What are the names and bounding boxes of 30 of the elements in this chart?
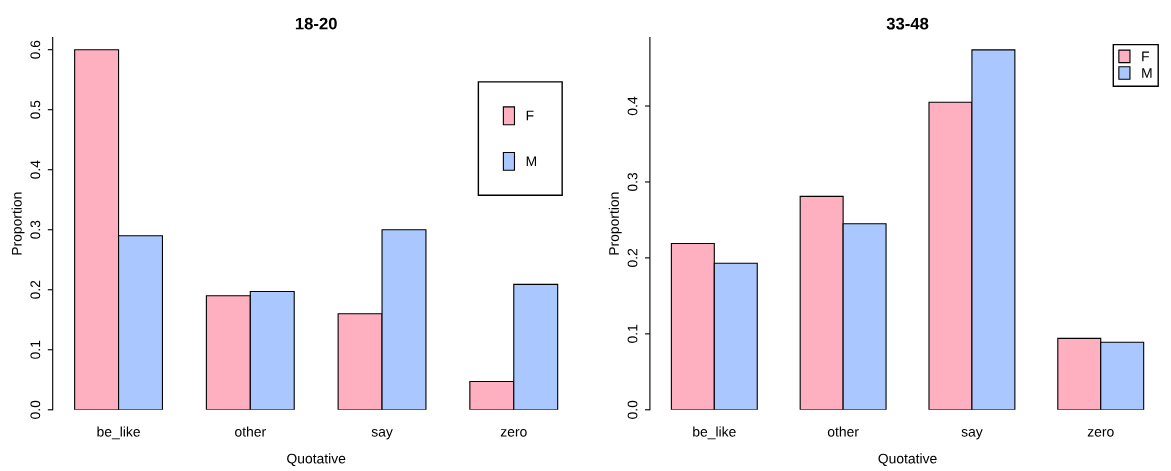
chart-title: 18-20 [295, 17, 337, 30]
x-tick-label: other [235, 426, 266, 437]
y-tick-label: 0.2 [627, 248, 638, 268]
y-tick-label: 0.5 [30, 100, 41, 119]
y-axis-title: Proportion [11, 192, 25, 255]
x-tick-label: be_like [97, 426, 140, 440]
x-axis-title: Quotative [287, 453, 346, 466]
y-tick-label: 0.1 [627, 324, 638, 343]
y-tick-label: 0.3 [627, 172, 638, 192]
x-tick-label: be_like [693, 426, 736, 440]
y-tick-label: 0.4 [627, 96, 638, 116]
x-tick-label: zero [1087, 429, 1114, 437]
chart-title: 33-48 [886, 17, 929, 30]
x-tick-label: say [371, 429, 393, 440]
legend-label: F [526, 110, 534, 121]
y-tick-label: 0.6 [30, 40, 41, 59]
y-tick-label: 0.0 [627, 400, 638, 419]
y-axis-title: Proportion [608, 192, 622, 255]
y-tick-label: 0.4 [30, 160, 41, 179]
x-tick-label: zero [500, 429, 527, 437]
y-tick-label: 0.0 [30, 400, 41, 419]
x-tick-label: other [827, 426, 859, 437]
x-tick-label: say [961, 429, 983, 440]
y-tick-label: 0.1 [30, 340, 41, 359]
legend-label: M [526, 156, 537, 166]
legend-label: F [1142, 51, 1149, 62]
legend-label: M [1142, 68, 1152, 78]
y-tick-label: 0.3 [30, 220, 41, 239]
y-tick-label: 0.2 [30, 280, 41, 299]
x-axis-title: Quotative [878, 453, 937, 466]
